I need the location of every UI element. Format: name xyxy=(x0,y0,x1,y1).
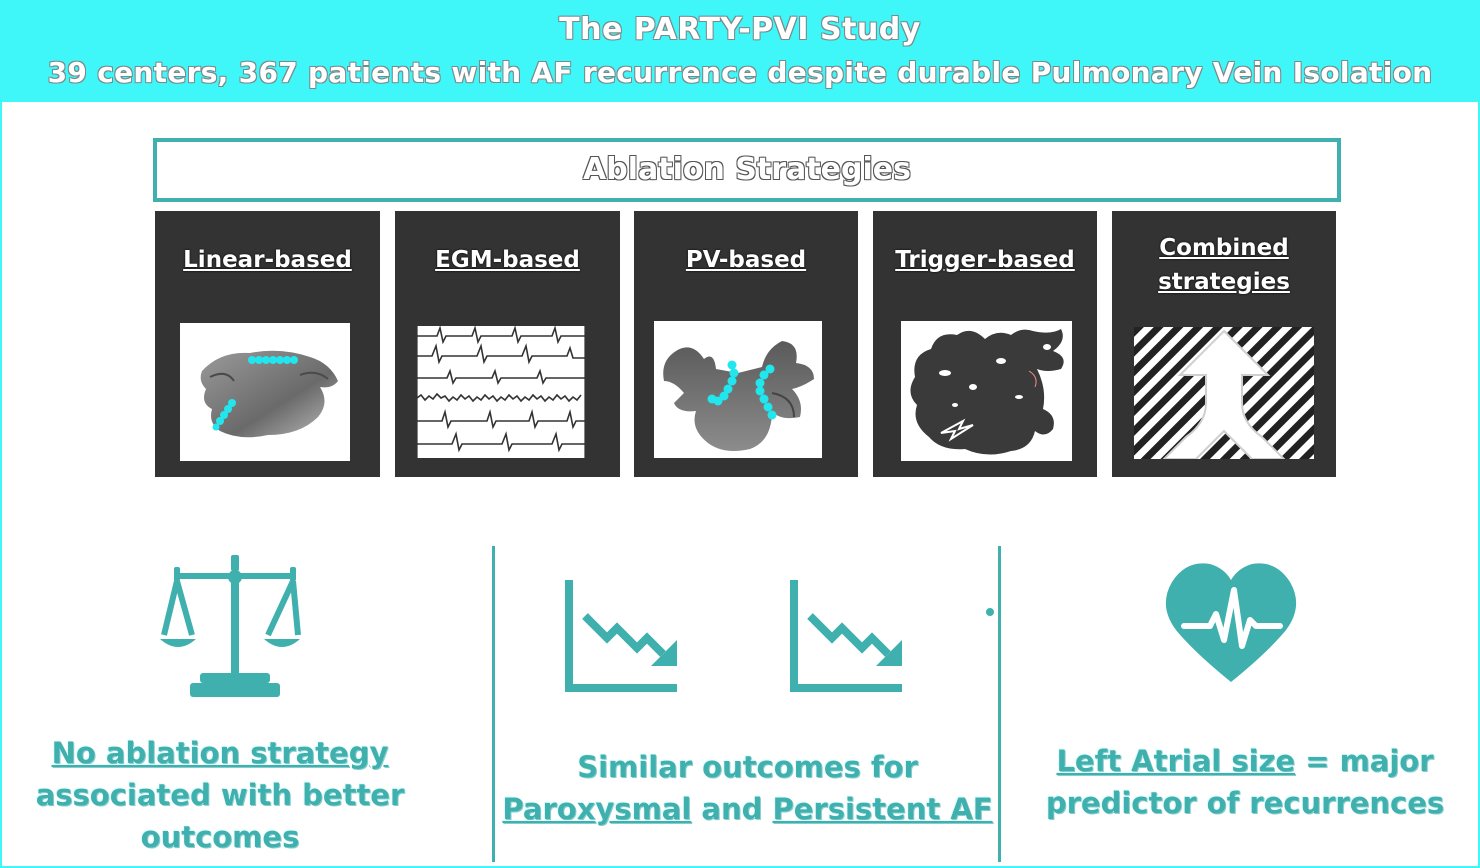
finding-no-strategy-line1: No ablation strategy xyxy=(51,736,389,770)
strategy-card-pv: PV-based xyxy=(634,211,858,477)
finding-no-strategy: No ablation strategy associated with bet… xyxy=(10,732,430,858)
downtrend-chart-icon xyxy=(565,580,680,695)
atrium-linear-lesions-icon xyxy=(180,323,350,461)
finding-no-strategy-line3: outcomes xyxy=(140,820,300,854)
electrogram-traces-icon xyxy=(417,326,585,458)
merging-arrow-icon xyxy=(1134,327,1314,459)
strategy-label: PV-based xyxy=(685,247,807,273)
strategy-label: Combined strategies xyxy=(1158,235,1290,295)
strategy-card-combined: Combined strategies xyxy=(1112,211,1336,477)
dot-marker xyxy=(986,608,994,616)
strategy-card-linear: Linear-based xyxy=(155,211,380,477)
finding-la-size: Left Atrial size = major predictor of re… xyxy=(1010,740,1480,824)
section-divider-right xyxy=(998,546,1001,862)
downtrend-chart-icon xyxy=(790,580,905,695)
finding-similar-outcomes: Similar outcomes for Paroxysmal and Pers… xyxy=(500,746,995,830)
strategy-card-trigger: Trigger-based xyxy=(873,211,1097,477)
strategies-heading: Ablation Strategies xyxy=(153,138,1341,202)
equals-major-label: = major xyxy=(1305,744,1434,778)
finding-no-strategy-line2: associated with better xyxy=(35,778,405,812)
heart-pulse-icon xyxy=(1164,560,1299,685)
and-label: and xyxy=(701,792,763,826)
predictor-label: predictor of recurrences xyxy=(1045,786,1445,820)
scales-icon xyxy=(160,555,310,700)
persistent-af-label: Persistent AF xyxy=(772,792,993,826)
paroxysmal-label: Paroxysmal xyxy=(502,792,692,826)
strategy-label: Trigger-based xyxy=(895,247,1075,273)
finding-similar-line1: Similar outcomes for xyxy=(577,750,918,784)
atrium-trigger-icon xyxy=(901,321,1072,461)
title-banner: The PARTY-PVI Study 39 centers, 367 pati… xyxy=(0,0,1480,102)
section-divider-left xyxy=(492,546,495,862)
strategy-label: EGM-based xyxy=(435,247,580,273)
study-title: The PARTY-PVI Study xyxy=(559,12,921,47)
la-size-label: Left Atrial size xyxy=(1056,744,1296,778)
pulmonary-vein-isolation-icon xyxy=(654,321,822,458)
study-subtitle: 39 centers, 367 patients with AF recurre… xyxy=(47,56,1433,89)
strategy-label: Linear-based xyxy=(183,247,352,273)
strategy-card-egm: EGM-based xyxy=(395,211,620,477)
